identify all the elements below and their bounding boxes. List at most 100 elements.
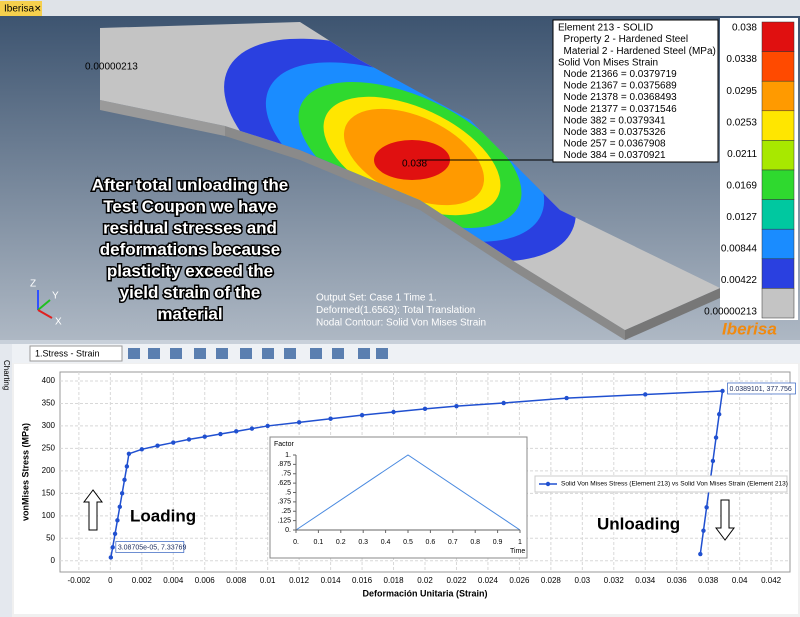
data-point bbox=[501, 400, 506, 406]
x-tick-label: 0.012 bbox=[289, 576, 310, 585]
logo: Iberisa bbox=[722, 319, 777, 338]
y-tick-label: 0 bbox=[51, 556, 56, 565]
y-tick-label: 400 bbox=[42, 376, 56, 385]
x-tick-label: 0.8 bbox=[470, 539, 480, 546]
data-point bbox=[155, 443, 160, 448]
y-tick-label: 1. bbox=[285, 452, 291, 459]
unloading-label: Unloading bbox=[597, 514, 680, 533]
data-point bbox=[119, 491, 125, 496]
data-point bbox=[249, 426, 255, 431]
data-point bbox=[171, 440, 176, 445]
tool-icon[interactable] bbox=[376, 348, 388, 359]
tab[interactable] bbox=[0, 1, 42, 16]
y-tick-label: 350 bbox=[42, 399, 56, 408]
x-tick-label: 0.4 bbox=[381, 539, 391, 546]
info-line: Node 21367 = 0.0375689 bbox=[558, 81, 677, 92]
info-box bbox=[552, 19, 719, 163]
point-label-box bbox=[727, 382, 796, 395]
y-tick-label: .375 bbox=[277, 499, 291, 506]
tool-icon[interactable] bbox=[170, 348, 182, 359]
tool-icon[interactable] bbox=[216, 348, 228, 359]
data-point bbox=[139, 447, 145, 452]
info-line: Node 382 = 0.0379341 bbox=[558, 115, 666, 126]
x-tick-label: 0 bbox=[108, 576, 113, 585]
x-tick-label: 0.004 bbox=[163, 576, 184, 585]
probe-label: 0.038 bbox=[402, 159, 427, 170]
annotation-line: residual stresses and bbox=[103, 218, 277, 237]
dropdown[interactable] bbox=[29, 345, 123, 362]
y-tick-label: 50 bbox=[46, 533, 55, 542]
x-tick-label: 0.03 bbox=[575, 576, 591, 585]
legend-band bbox=[761, 140, 795, 171]
point-label: 3.08705e-05, 7.33769 bbox=[118, 544, 187, 551]
legend-band bbox=[761, 51, 795, 82]
data-point bbox=[391, 409, 396, 415]
point-label: 0.0389101, 377.756 bbox=[730, 386, 792, 393]
legend-label: 0.0127 bbox=[726, 212, 757, 223]
legend-band bbox=[761, 169, 795, 200]
info-line: Material 2 - Hardened Steel (MPa) bbox=[558, 46, 716, 57]
y-axis-label: vonMises Stress (MPa) bbox=[20, 423, 30, 521]
info-line: Node 383 = 0.0375326 bbox=[558, 127, 666, 138]
annotation: After total unloading the Test Coupon we … bbox=[90, 174, 289, 325]
annotation-line: After total unloading the bbox=[92, 175, 288, 194]
inset-frame bbox=[269, 436, 528, 559]
x-tick-label: 0.024 bbox=[478, 576, 499, 585]
data-point bbox=[108, 555, 114, 560]
annotation-line: material bbox=[157, 304, 222, 323]
x-tick-label: 0.6 bbox=[426, 539, 436, 546]
info-line: Node 384 = 0.0370921 bbox=[558, 150, 666, 161]
tool-icon[interactable] bbox=[148, 348, 160, 359]
splitter[interactable] bbox=[0, 340, 800, 344]
y-tick-label: 150 bbox=[42, 488, 56, 497]
tool-icon[interactable] bbox=[284, 348, 296, 359]
data-point bbox=[126, 451, 132, 456]
y-tick-label: .25 bbox=[281, 508, 291, 515]
tool-icon[interactable] bbox=[332, 348, 344, 359]
data-point bbox=[234, 429, 239, 434]
y-axis-label: Factor bbox=[274, 441, 295, 448]
tab-title: Iberisa bbox=[4, 4, 34, 15]
output-lines: Output Set: Case 1 Time 1.Deformed(1.656… bbox=[316, 293, 486, 329]
legend-label: Solid Von Mises Stress (Element 213) vs … bbox=[561, 481, 788, 488]
x-tick-label: 0.04 bbox=[732, 576, 748, 585]
data-point bbox=[117, 504, 122, 510]
tool-icon[interactable] bbox=[240, 348, 252, 359]
x-axis-label: Time bbox=[510, 548, 525, 555]
x-tick-label: 0.014 bbox=[321, 576, 342, 585]
data-point bbox=[698, 551, 703, 557]
x-tick-label: 0.034 bbox=[635, 576, 656, 585]
y-axis bbox=[37, 299, 51, 311]
side-strip bbox=[0, 344, 12, 617]
legend-label: 0.038 bbox=[732, 23, 757, 34]
dropdown-text: 1.Stress - Strain bbox=[35, 348, 100, 358]
tool-icon[interactable] bbox=[358, 348, 370, 359]
data-point bbox=[454, 403, 459, 409]
y-tick-label: .5 bbox=[285, 489, 291, 496]
tab-bar bbox=[0, 0, 800, 16]
legend-band bbox=[761, 80, 795, 112]
legend-label: 0.00844 bbox=[721, 244, 758, 255]
side-label: Charting bbox=[2, 360, 11, 390]
toolbar-icons bbox=[128, 348, 388, 359]
x-axis bbox=[37, 309, 53, 319]
data-point bbox=[704, 505, 709, 510]
x-tick-label: 1 bbox=[518, 539, 522, 546]
info-lines: Element 213 - SOLID Property 2 - Hardene… bbox=[558, 23, 716, 162]
tool-icon[interactable] bbox=[194, 348, 206, 359]
annotation-line: Test Coupon we have bbox=[103, 197, 277, 216]
data-point bbox=[124, 464, 130, 469]
y-tick-label: .875 bbox=[277, 461, 291, 468]
tab-close[interactable]: ✕ bbox=[34, 3, 42, 13]
info-line: Node 21378 = 0.0368493 bbox=[558, 92, 677, 103]
x-axis-label: Deformación Unitaria (Strain) bbox=[362, 588, 487, 598]
y-tick-label: 250 bbox=[42, 444, 56, 453]
y-tick-label: .75 bbox=[281, 471, 291, 478]
tool-icon[interactable] bbox=[128, 348, 140, 359]
tool-icon[interactable] bbox=[262, 348, 274, 359]
x-tick-label: 0.028 bbox=[541, 576, 562, 585]
coupon-end bbox=[625, 288, 720, 340]
down-arrow bbox=[715, 499, 735, 541]
data-point bbox=[110, 545, 115, 550]
tool-icon[interactable] bbox=[310, 348, 322, 359]
